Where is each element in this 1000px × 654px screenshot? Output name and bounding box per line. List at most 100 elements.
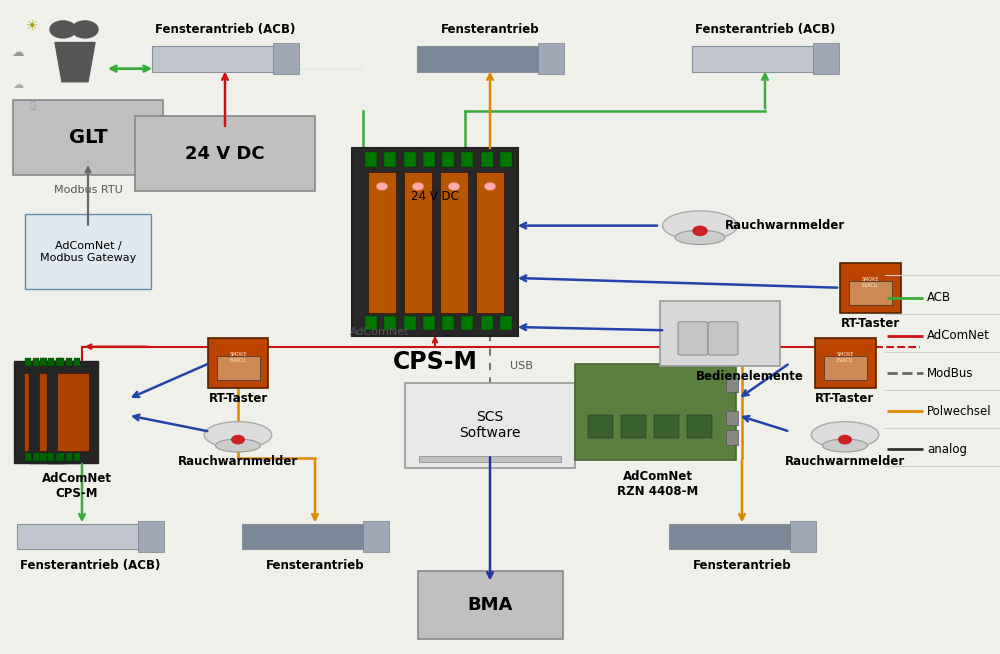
Circle shape xyxy=(50,21,76,38)
FancyBboxPatch shape xyxy=(47,361,98,463)
Text: ☁: ☁ xyxy=(12,80,24,90)
Text: Rauchwarnmelder: Rauchwarnmelder xyxy=(178,455,298,468)
Bar xyxy=(461,316,473,330)
Text: AdComNet: AdComNet xyxy=(350,327,410,337)
Circle shape xyxy=(693,226,707,235)
Text: CPS-M: CPS-M xyxy=(393,350,477,374)
Text: Rauchwarnmelder: Rauchwarnmelder xyxy=(785,455,905,468)
FancyBboxPatch shape xyxy=(708,322,738,355)
Bar xyxy=(442,152,454,167)
Bar xyxy=(24,373,56,451)
Bar xyxy=(726,430,738,445)
FancyBboxPatch shape xyxy=(242,523,388,549)
Text: SMOKE
EVACU: SMOKE EVACU xyxy=(836,352,854,363)
Bar xyxy=(74,358,80,366)
Text: RT-Taster: RT-Taster xyxy=(815,392,875,405)
Bar xyxy=(66,358,72,366)
Text: AdComNet
CPS-M: AdComNet CPS-M xyxy=(42,472,112,500)
FancyBboxPatch shape xyxy=(138,521,164,552)
Bar xyxy=(40,358,46,366)
Bar xyxy=(588,415,613,438)
Ellipse shape xyxy=(204,422,272,448)
Circle shape xyxy=(72,21,98,38)
Bar xyxy=(500,316,512,330)
FancyBboxPatch shape xyxy=(208,338,268,388)
Text: Rauchwarnmelder: Rauchwarnmelder xyxy=(725,219,845,232)
FancyBboxPatch shape xyxy=(575,364,736,460)
Bar xyxy=(25,358,31,366)
Bar xyxy=(48,453,54,461)
Bar xyxy=(404,172,432,313)
FancyBboxPatch shape xyxy=(14,361,65,463)
Text: Polwechsel: Polwechsel xyxy=(927,405,992,418)
FancyBboxPatch shape xyxy=(669,523,815,549)
Circle shape xyxy=(839,436,851,443)
Text: AdComNet
RZN 4408-M: AdComNet RZN 4408-M xyxy=(617,470,699,498)
Text: Fensterantrieb (ACB): Fensterantrieb (ACB) xyxy=(20,559,160,572)
Text: Fensterantrieb: Fensterantrieb xyxy=(266,559,364,572)
Bar xyxy=(41,358,47,366)
FancyBboxPatch shape xyxy=(273,43,299,74)
Bar xyxy=(25,453,31,461)
FancyBboxPatch shape xyxy=(692,46,838,71)
Text: GLT: GLT xyxy=(69,128,107,147)
FancyBboxPatch shape xyxy=(813,43,839,74)
Bar xyxy=(56,453,62,461)
FancyBboxPatch shape xyxy=(352,148,518,336)
Text: SMOKE
EVACU: SMOKE EVACU xyxy=(861,277,879,288)
FancyBboxPatch shape xyxy=(848,281,892,305)
Text: SCS
Software: SCS Software xyxy=(459,410,521,440)
Bar xyxy=(384,316,396,330)
Bar xyxy=(365,152,377,167)
Bar xyxy=(687,415,712,438)
FancyBboxPatch shape xyxy=(216,356,260,380)
Bar xyxy=(40,453,46,461)
Bar xyxy=(404,152,416,167)
Bar xyxy=(500,152,512,167)
Bar xyxy=(442,316,454,330)
Text: ☀: ☀ xyxy=(26,19,38,33)
FancyBboxPatch shape xyxy=(678,322,708,355)
Bar xyxy=(33,453,39,461)
Text: RT-Taster: RT-Taster xyxy=(840,317,900,330)
Bar xyxy=(48,358,54,366)
Bar xyxy=(481,152,493,167)
FancyBboxPatch shape xyxy=(25,215,150,289)
FancyBboxPatch shape xyxy=(13,99,163,175)
Circle shape xyxy=(449,183,459,190)
Text: USB: USB xyxy=(510,361,533,371)
Bar xyxy=(726,411,738,425)
Bar xyxy=(368,172,396,313)
Bar xyxy=(39,373,70,451)
FancyBboxPatch shape xyxy=(17,523,163,549)
Bar xyxy=(57,373,88,451)
FancyBboxPatch shape xyxy=(538,43,564,74)
Text: 24 V DC: 24 V DC xyxy=(185,145,265,163)
Ellipse shape xyxy=(822,439,868,452)
Text: AdComNet: AdComNet xyxy=(927,329,990,342)
Bar xyxy=(476,172,504,313)
Text: ModBus: ModBus xyxy=(927,367,974,380)
Bar xyxy=(58,358,64,366)
Text: BMA: BMA xyxy=(467,596,513,614)
Circle shape xyxy=(377,183,387,190)
Bar xyxy=(440,172,468,313)
Bar xyxy=(33,358,39,366)
FancyBboxPatch shape xyxy=(363,521,389,552)
Text: Fensterantrieb: Fensterantrieb xyxy=(693,559,791,572)
Bar xyxy=(621,415,646,438)
Bar xyxy=(365,316,377,330)
Bar xyxy=(56,358,62,366)
Bar xyxy=(74,453,80,461)
Ellipse shape xyxy=(811,422,879,448)
FancyBboxPatch shape xyxy=(419,456,561,462)
Text: Modbus RTU: Modbus RTU xyxy=(54,184,122,195)
Bar xyxy=(66,453,72,461)
Text: 🌧: 🌧 xyxy=(29,99,35,110)
FancyBboxPatch shape xyxy=(135,116,315,191)
Bar xyxy=(481,316,493,330)
Bar xyxy=(384,152,396,167)
Text: ☁: ☁ xyxy=(12,46,24,59)
Circle shape xyxy=(413,183,423,190)
Text: RT-Taster: RT-Taster xyxy=(208,392,268,405)
